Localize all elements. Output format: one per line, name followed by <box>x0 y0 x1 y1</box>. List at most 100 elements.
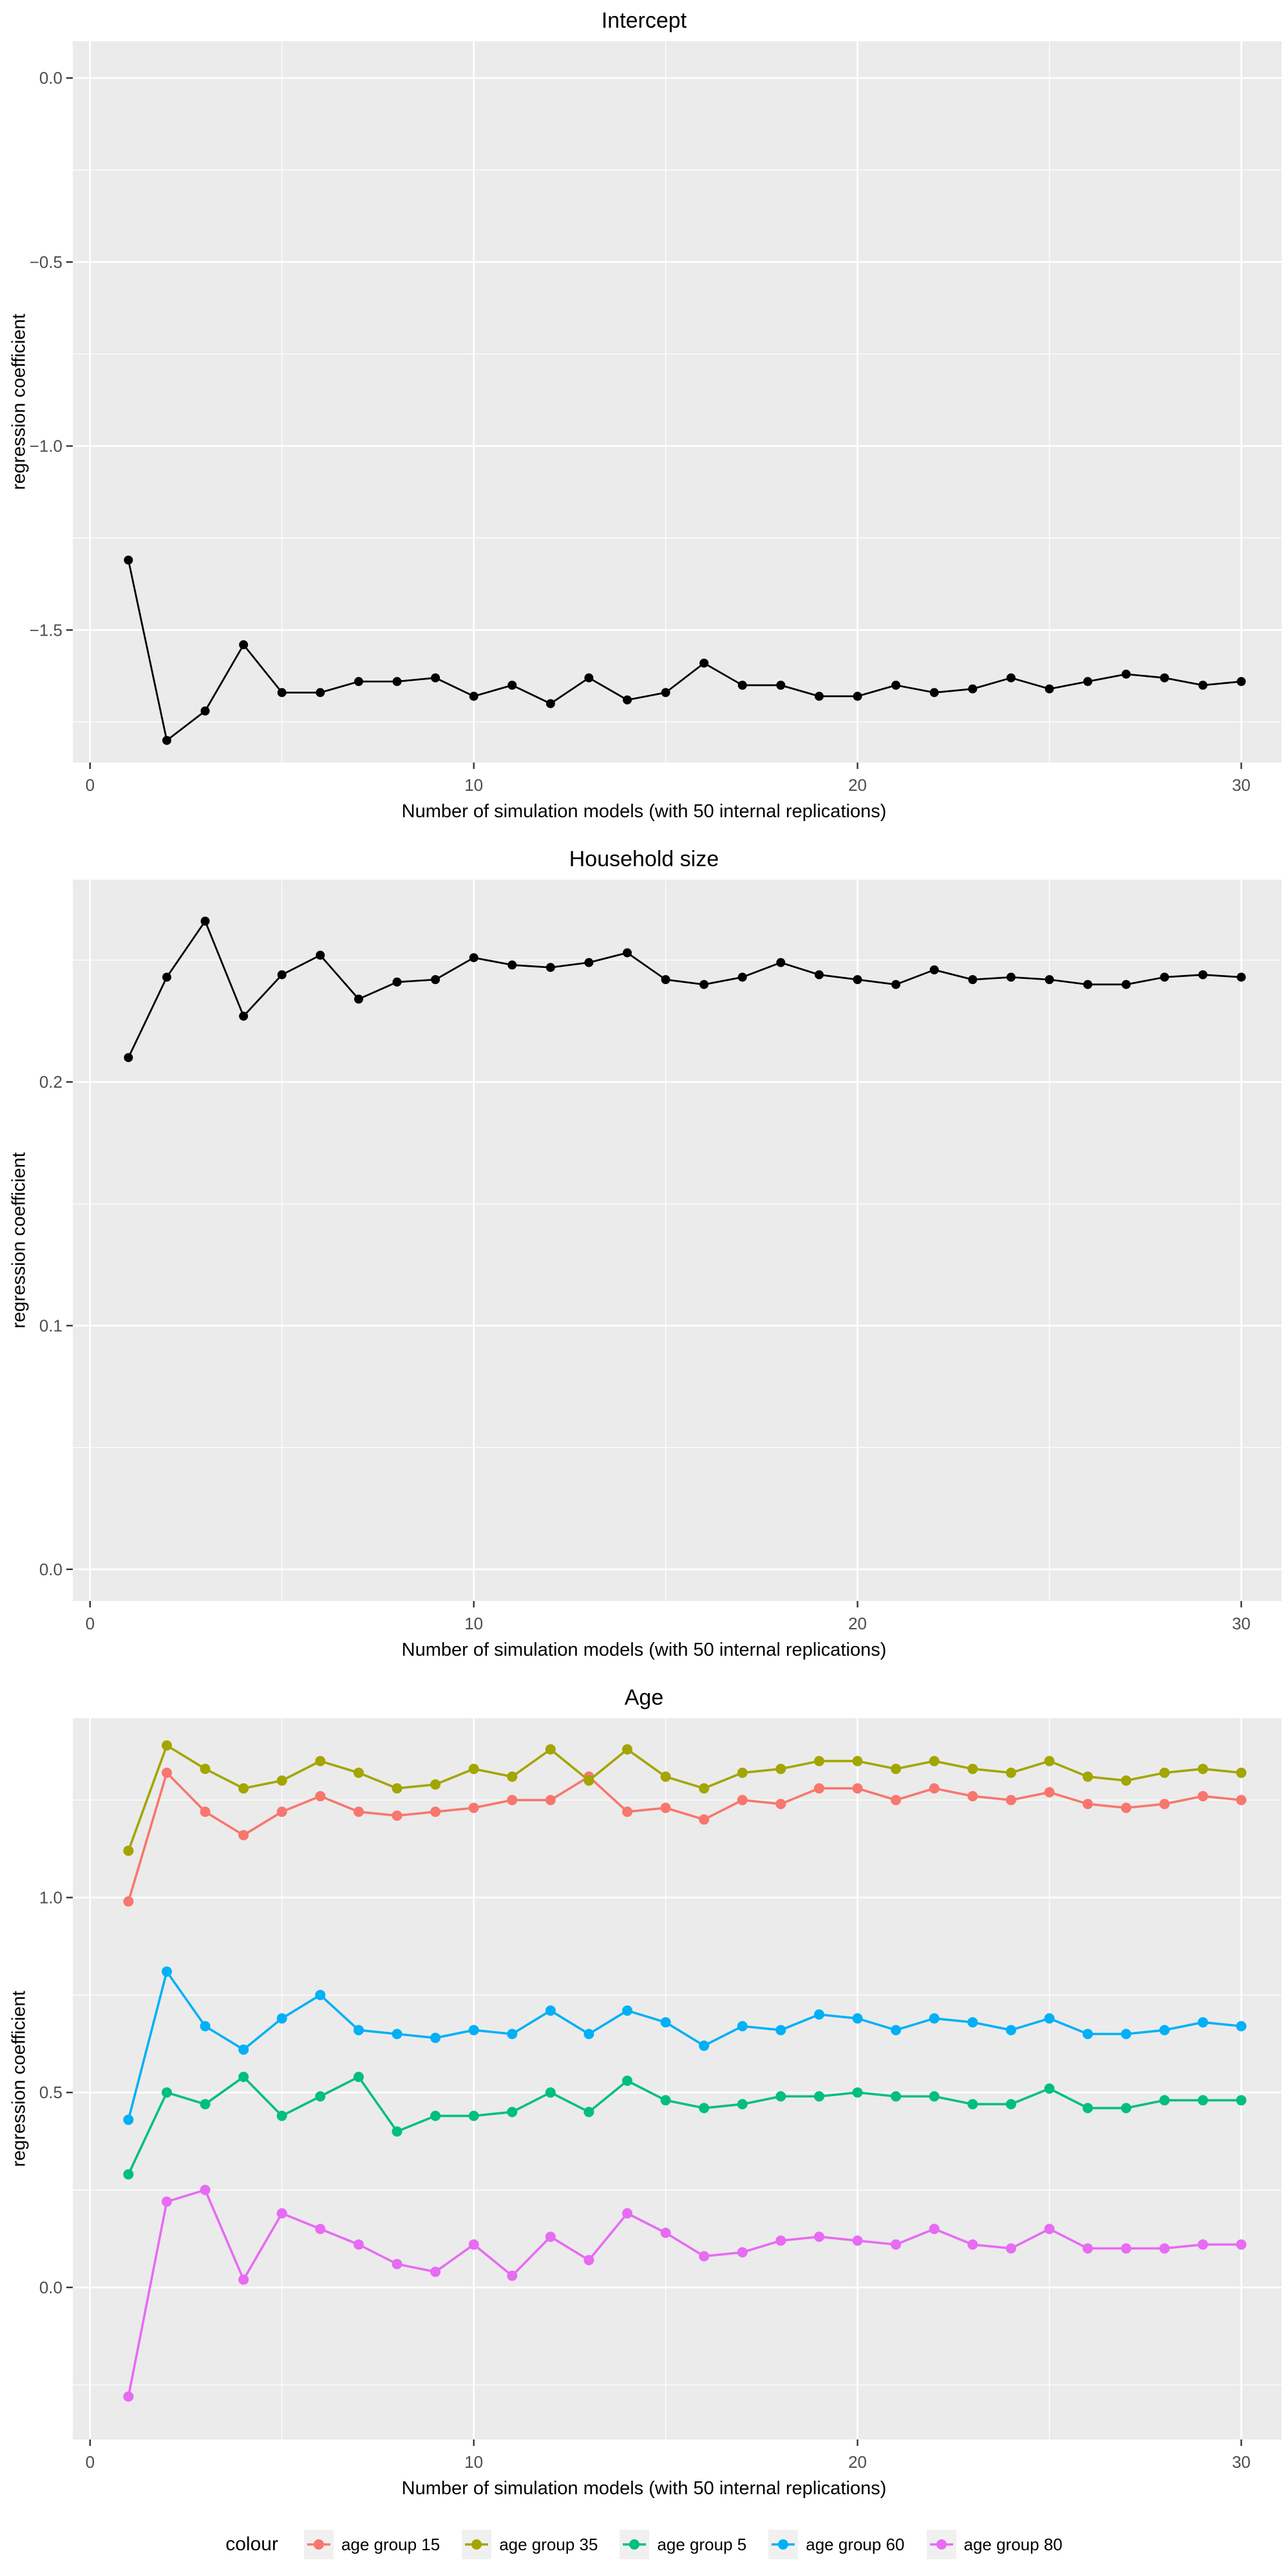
data-point <box>661 975 670 985</box>
series-line-age-group-5 <box>127 2076 1243 2176</box>
data-point <box>814 970 824 980</box>
legend-label: age group 80 <box>963 2534 1063 2554</box>
data-point <box>1236 1767 1247 1778</box>
legend-key-point <box>629 2539 640 2550</box>
data-point <box>891 2091 902 2102</box>
data-point <box>660 1803 671 1814</box>
data-point <box>1198 681 1208 690</box>
data-point <box>1159 1767 1170 1778</box>
data-point <box>161 1966 172 1977</box>
legend-key-point <box>313 2539 324 2550</box>
legend-item-age-group-35: age group 35 <box>462 2530 598 2559</box>
data-point <box>1197 1791 1208 1802</box>
data-point <box>545 1744 556 1755</box>
data-point <box>891 2239 902 2250</box>
data-point <box>162 972 171 982</box>
series-points-age-group-60 <box>123 1966 1247 2125</box>
data-point <box>200 2021 211 2032</box>
y-tick-label: 1.0 <box>39 1888 62 1907</box>
axis-ticks: 0 10 20 30 0.2 0.1 0.0 <box>39 1072 1251 1633</box>
data-point <box>929 688 939 697</box>
data-point <box>1197 2239 1208 2250</box>
data-point <box>507 1795 518 1806</box>
data-point <box>584 673 594 683</box>
data-point <box>583 2029 594 2040</box>
data-point <box>468 1763 479 1774</box>
data-point <box>277 970 287 980</box>
data-point <box>737 2099 748 2110</box>
data-point <box>737 1767 748 1778</box>
data-point <box>507 1771 518 1782</box>
data-point <box>238 2044 249 2055</box>
data-point <box>1121 2243 1132 2254</box>
data-point <box>1005 2243 1016 2254</box>
data-point <box>161 2196 172 2207</box>
data-point <box>623 948 632 958</box>
data-point <box>813 2009 824 2020</box>
data-point <box>1044 1756 1055 1766</box>
y-tick-label: 0.0 <box>39 1560 62 1579</box>
legend-item-age-group-5: age group 5 <box>620 2530 746 2559</box>
data-point <box>1083 1799 1094 1810</box>
data-point <box>353 2239 364 2250</box>
data-point <box>238 2071 249 2082</box>
data-point <box>891 2025 902 2036</box>
data-point <box>1083 2103 1094 2114</box>
data-point <box>392 2029 402 2040</box>
data-point <box>929 2013 940 2024</box>
major-gridlines <box>73 41 1282 762</box>
data-point <box>1006 673 1016 683</box>
data-point <box>891 681 901 690</box>
data-point <box>699 1783 710 1794</box>
data-point <box>622 1806 633 1817</box>
data-point <box>1159 1799 1170 1810</box>
data-point <box>507 681 517 690</box>
legend-label: age group 5 <box>657 2534 747 2554</box>
series-line-age-group-15 <box>127 1771 1243 1903</box>
data-point <box>699 2040 710 2051</box>
legend-key-age-group-35 <box>462 2530 492 2559</box>
data-point <box>468 1803 479 1814</box>
data-point <box>968 975 978 985</box>
data-point <box>276 2013 287 2024</box>
data-point <box>699 2251 710 2262</box>
series-line-regression-coefficient <box>128 559 1242 742</box>
x-tick-label: 10 <box>464 1614 483 1633</box>
data-point <box>469 692 478 701</box>
data-point <box>276 1775 287 1786</box>
data-point <box>507 2270 518 2281</box>
age-plot-canvas: 0 10 20 30 1.0 0.5 0.0 <box>39 1718 1282 2472</box>
legend-key-age-group-60 <box>768 2530 799 2559</box>
data-point <box>1005 1795 1016 1806</box>
data-point <box>123 1896 134 1907</box>
data-point <box>852 2013 863 2024</box>
data-point <box>929 2091 940 2102</box>
plot-panel <box>73 41 1282 762</box>
data-point <box>968 684 978 694</box>
data-point <box>891 1795 902 1806</box>
data-point <box>929 2224 940 2235</box>
axis-ticks: 0 10 20 30 1.0 0.5 0.0 <box>39 1888 1251 2472</box>
data-point <box>200 2099 211 2110</box>
x-tick-label: 10 <box>464 2452 483 2472</box>
data-point <box>123 2114 134 2125</box>
data-point <box>200 2184 211 2195</box>
data-point <box>813 2091 824 2102</box>
data-point <box>1044 1787 1055 1798</box>
y-axis-label: regression coefficient <box>8 1152 30 1329</box>
data-point <box>583 2107 594 2117</box>
line-point-icon <box>768 2530 799 2559</box>
x-tick-label: 0 <box>86 2452 95 2472</box>
legend-label: age group 60 <box>806 2534 905 2554</box>
data-point <box>1121 2103 1132 2114</box>
data-point <box>1045 975 1054 985</box>
data-point <box>583 1775 594 1786</box>
y-tick-label: −1.5 <box>30 620 62 639</box>
data-point <box>316 688 325 697</box>
data-point <box>1044 2083 1055 2094</box>
data-point <box>1198 970 1208 980</box>
data-point <box>353 1767 364 1778</box>
data-point <box>392 977 402 987</box>
plot-panel <box>73 880 1282 1601</box>
data-point <box>276 2110 287 2121</box>
